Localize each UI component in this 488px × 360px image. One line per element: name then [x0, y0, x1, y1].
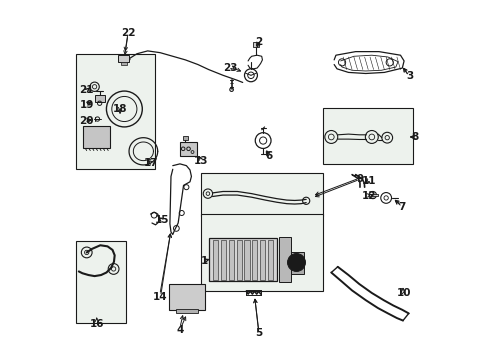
Text: 13: 13: [194, 156, 208, 166]
Bar: [236, 239, 241, 280]
Text: 1: 1: [200, 256, 207, 266]
Bar: [180, 142, 197, 156]
Bar: [221, 239, 225, 280]
Text: 5: 5: [255, 328, 262, 338]
Bar: [370, 194, 377, 197]
Text: 20: 20: [79, 116, 94, 126]
Bar: [169, 284, 204, 310]
Text: 23: 23: [223, 63, 238, 73]
Text: 6: 6: [264, 151, 272, 161]
Bar: [201, 214, 323, 291]
Text: 22: 22: [121, 28, 135, 38]
Bar: [278, 237, 290, 282]
Text: 8: 8: [410, 132, 418, 142]
Text: 19: 19: [80, 100, 94, 110]
Bar: [323, 108, 412, 164]
Text: 16: 16: [89, 319, 104, 329]
Bar: [94, 95, 104, 102]
Text: 11: 11: [361, 176, 376, 186]
Text: 3: 3: [405, 71, 412, 81]
Bar: [76, 54, 155, 169]
Text: 4: 4: [176, 325, 183, 335]
Text: 12: 12: [361, 191, 376, 201]
Text: 14: 14: [153, 292, 167, 302]
Text: 15: 15: [155, 215, 169, 225]
Bar: [118, 55, 129, 62]
Bar: [267, 239, 273, 280]
Bar: [201, 173, 323, 216]
Bar: [121, 62, 127, 65]
Text: 21: 21: [79, 85, 94, 95]
Bar: [244, 239, 249, 280]
Bar: [228, 239, 233, 280]
Bar: [176, 309, 198, 314]
Bar: [260, 239, 265, 280]
Text: 7: 7: [398, 202, 405, 212]
Text: 17: 17: [143, 158, 158, 168]
Text: 2: 2: [255, 37, 262, 47]
Bar: [212, 239, 218, 280]
Bar: [76, 241, 126, 323]
Circle shape: [287, 253, 305, 271]
Bar: [252, 42, 259, 46]
Text: 9: 9: [356, 174, 363, 184]
Text: 18: 18: [113, 104, 127, 114]
Text: 10: 10: [396, 288, 410, 298]
Bar: [183, 136, 188, 140]
Bar: [208, 238, 276, 281]
Bar: [252, 239, 257, 280]
Bar: [83, 126, 110, 148]
Bar: [290, 252, 303, 274]
